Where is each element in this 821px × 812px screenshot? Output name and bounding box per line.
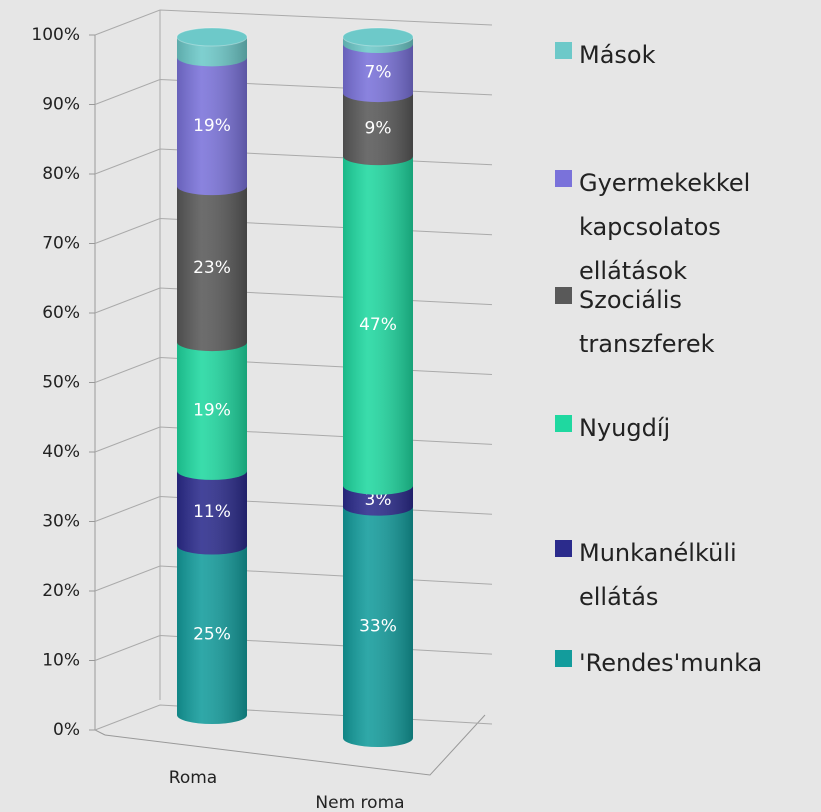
grid-line — [94, 426, 493, 453]
y-tick-label: 20% — [42, 581, 80, 601]
data-label: 11% — [193, 502, 231, 522]
y-tick-label: 40% — [42, 442, 80, 462]
bar-shade — [177, 470, 247, 555]
bar-shade — [343, 156, 413, 495]
grid-line — [94, 495, 493, 522]
grid-line — [94, 287, 493, 314]
legend-item: 'Rendes'munka — [555, 641, 817, 685]
data-label: 7% — [365, 63, 392, 83]
data-label: 3% — [365, 490, 392, 510]
legend-item: Munkanélküli ellátás — [555, 531, 817, 619]
bar-shade — [343, 44, 413, 103]
legend-swatch — [555, 170, 572, 187]
y-tick-label: 70% — [42, 234, 80, 254]
data-label: 33% — [359, 616, 397, 636]
bar-shade — [177, 545, 247, 724]
y-tick-label: 90% — [42, 95, 80, 115]
data-label: 19% — [193, 116, 231, 136]
grid-line — [94, 704, 493, 731]
legend-label: 'Rendes'munka — [579, 649, 763, 677]
floor — [104, 714, 486, 776]
y-tick-label: 60% — [42, 303, 80, 323]
grid-line — [94, 9, 493, 36]
bar-shade — [177, 186, 247, 352]
bar-shade — [343, 93, 413, 166]
bar-shade — [177, 57, 247, 196]
data-label: 9% — [365, 119, 392, 139]
legend-item: Nyugdíj — [555, 406, 817, 450]
legend-swatch — [555, 287, 572, 304]
y-tick-label: 100% — [31, 25, 80, 45]
legend-swatch — [555, 650, 572, 667]
grid-line — [94, 634, 493, 661]
legend-swatch — [555, 415, 572, 432]
bar-top — [342, 27, 414, 47]
grid-line — [94, 356, 493, 383]
legend-label: Gyermekekkel kapcsolatos ellátások — [579, 169, 751, 285]
data-label: 23% — [193, 258, 231, 278]
legend-item: Szociális transzferek — [555, 278, 817, 366]
legend-label: Nyugdíj — [579, 414, 671, 442]
data-label: 19% — [193, 401, 231, 421]
y-tick-label: 10% — [42, 651, 80, 671]
y-tick-label: 50% — [42, 373, 80, 393]
legend-swatch — [555, 540, 572, 557]
x-tick-label: Roma — [169, 768, 217, 788]
legend-swatch — [555, 42, 572, 59]
legend-label: Szociális transzferek — [579, 286, 715, 358]
axis — [94, 35, 106, 736]
data-label: 47% — [359, 315, 397, 335]
legend-item: Mások — [555, 33, 817, 77]
bar-top — [176, 27, 248, 47]
bar-shade — [177, 342, 247, 480]
legend-label: Mások — [579, 41, 656, 69]
grid-line — [94, 217, 493, 244]
data-label: 25% — [193, 624, 231, 644]
legend-label: Munkanélküli ellátás — [579, 539, 737, 611]
bar-shade — [343, 506, 413, 747]
grid-line — [94, 78, 493, 105]
y-tick-label: 30% — [42, 512, 80, 532]
y-tick-label: 80% — [42, 164, 80, 184]
x-tick-label: Nem roma — [315, 793, 404, 812]
grid-line — [94, 565, 493, 592]
grid-line — [94, 148, 493, 175]
legend-item: Gyermekekkel kapcsolatos ellátások — [555, 161, 817, 293]
y-tick-label: 0% — [53, 720, 80, 740]
